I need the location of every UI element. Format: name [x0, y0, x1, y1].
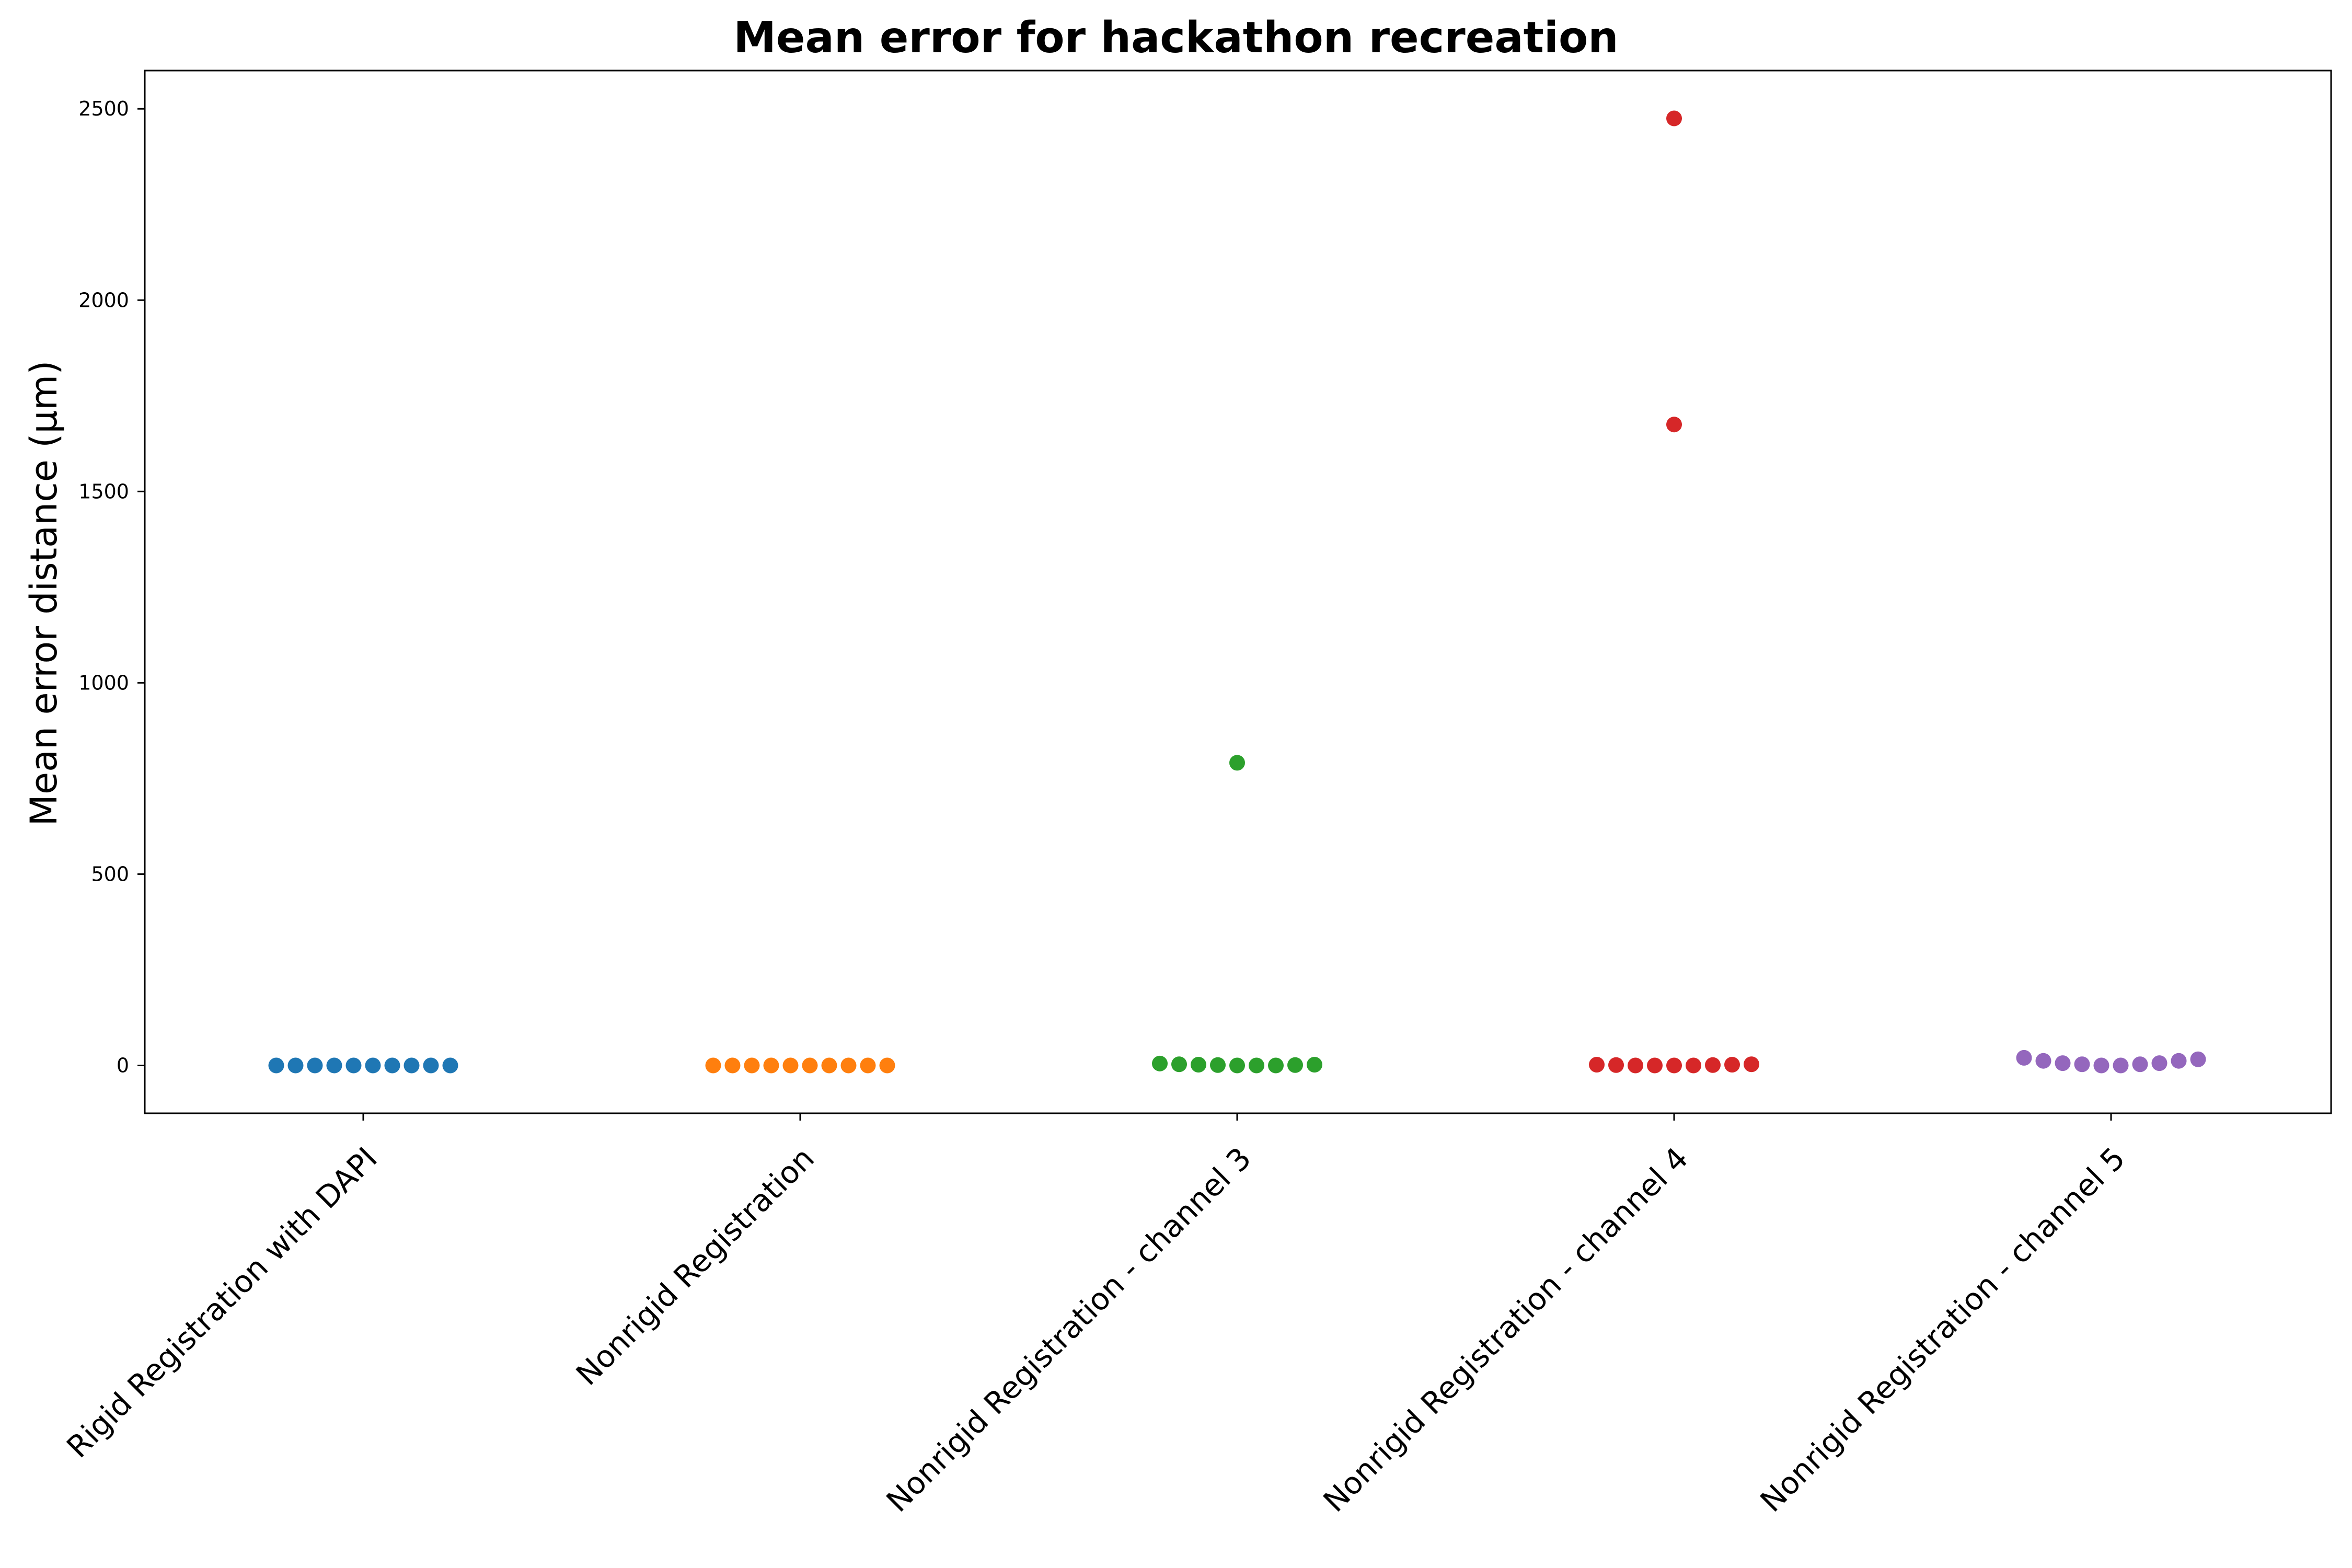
data-point	[1628, 1057, 1643, 1074]
data-point	[2151, 1055, 2167, 1071]
data-point	[724, 1057, 741, 1074]
y-tick-label: 500	[91, 862, 129, 885]
data-point	[2035, 1053, 2051, 1069]
data-point	[2093, 1057, 2109, 1074]
data-point	[840, 1057, 857, 1074]
y-tick-label: 2500	[78, 97, 129, 120]
data-point	[326, 1057, 342, 1074]
data-point	[287, 1057, 304, 1074]
y-tick-label: 0	[117, 1054, 129, 1077]
data-points	[268, 110, 2206, 1074]
data-point	[345, 1057, 362, 1074]
data-point	[2171, 1053, 2187, 1069]
data-point	[1152, 1055, 1168, 1071]
data-point	[365, 1057, 381, 1074]
data-point	[442, 1057, 458, 1074]
data-point	[1589, 1057, 1605, 1073]
data-point	[2074, 1056, 2090, 1073]
data-point	[2055, 1055, 2071, 1071]
y-tick-label: 1000	[78, 671, 129, 694]
chart-title: Mean error for hackathon recreation	[733, 13, 1618, 63]
data-point	[1686, 1057, 1701, 1074]
data-point	[744, 1057, 760, 1074]
data-point	[1287, 1057, 1303, 1073]
data-point	[403, 1057, 420, 1074]
data-point	[384, 1057, 400, 1074]
data-point	[1705, 1057, 1721, 1073]
data-point	[423, 1057, 439, 1074]
y-axis: 0 500 1000 1500 2000 2500	[78, 97, 145, 1077]
data-point	[1229, 1057, 1245, 1074]
data-point	[802, 1057, 818, 1074]
data-point	[1307, 1057, 1322, 1073]
data-point	[268, 1057, 284, 1074]
y-tick-label: 2000	[78, 289, 129, 312]
data-point	[1608, 1057, 1624, 1073]
data-point	[879, 1057, 895, 1074]
data-point	[307, 1057, 323, 1074]
data-point	[782, 1057, 799, 1074]
data-point	[1666, 1057, 1682, 1074]
data-point-outlier	[1229, 755, 1245, 771]
data-point	[1268, 1057, 1284, 1074]
data-point	[821, 1057, 837, 1074]
data-point-outlier	[1666, 417, 1682, 433]
data-point	[1191, 1057, 1206, 1073]
data-point	[763, 1057, 779, 1074]
data-point	[2016, 1050, 2032, 1066]
data-point-outlier	[1666, 110, 1682, 126]
data-point	[1249, 1057, 1264, 1074]
y-axis-label: Mean error distance (µm)	[22, 361, 65, 826]
data-point	[1647, 1057, 1663, 1074]
data-point	[1724, 1057, 1740, 1073]
data-point	[1210, 1057, 1226, 1073]
data-point	[2190, 1051, 2206, 1067]
data-point	[1744, 1056, 1759, 1073]
data-point	[705, 1057, 721, 1074]
y-tick-label: 1500	[78, 480, 129, 503]
data-point	[2113, 1057, 2129, 1074]
data-point	[2132, 1056, 2148, 1073]
plot-area	[144, 70, 2332, 1114]
data-point	[860, 1057, 876, 1074]
data-point	[1171, 1056, 1187, 1073]
